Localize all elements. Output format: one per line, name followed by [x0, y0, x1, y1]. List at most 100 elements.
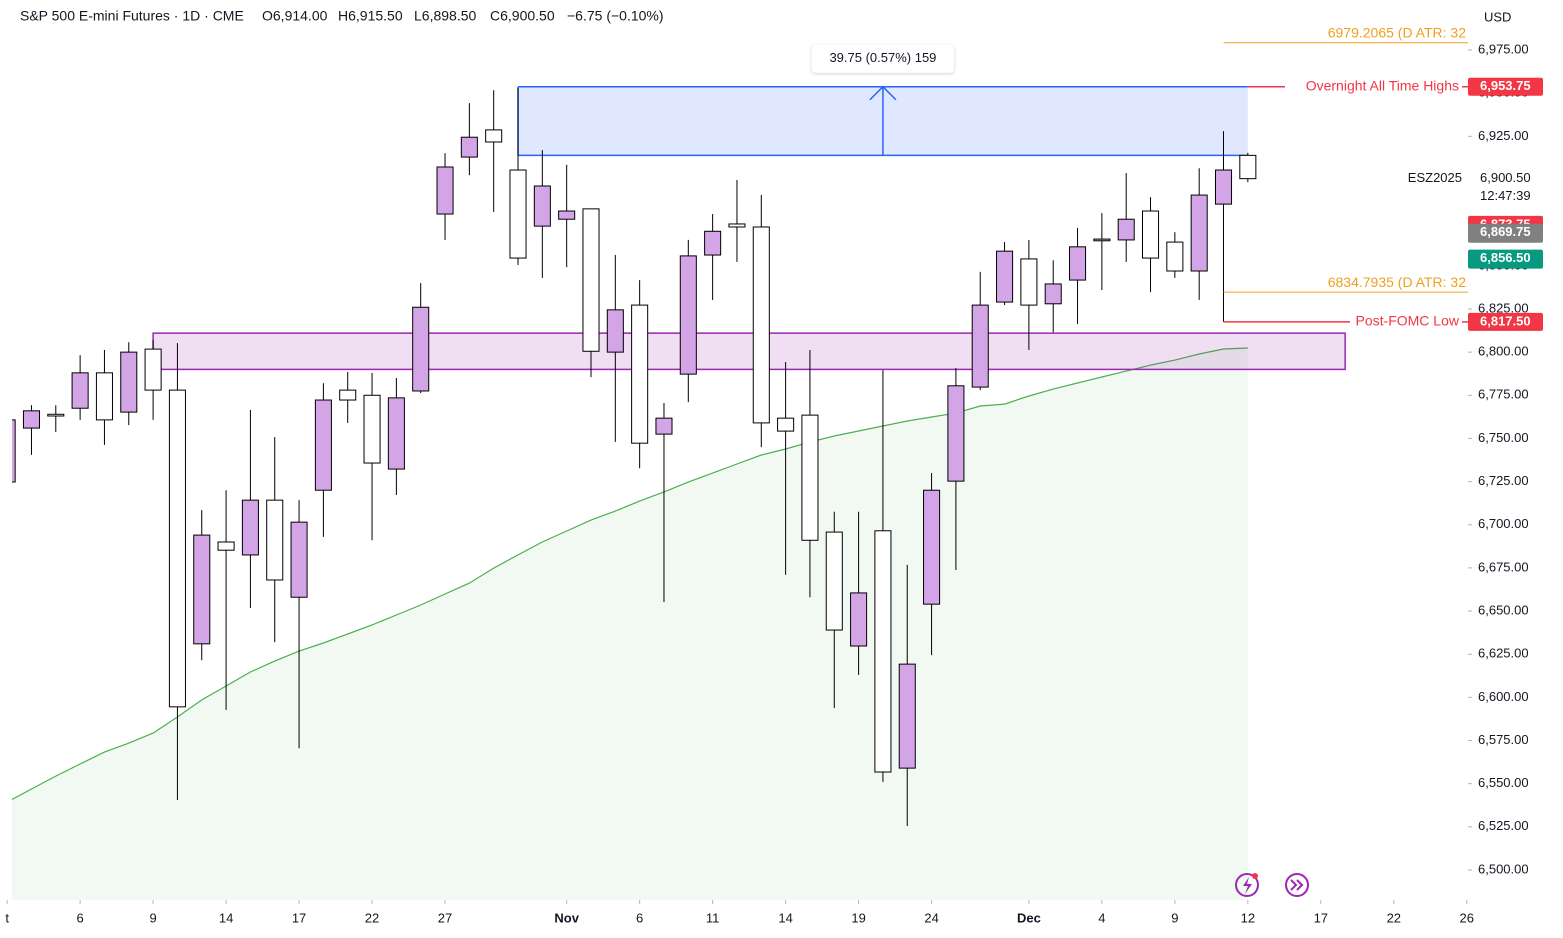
y-tick-label: 6,700.00 — [1478, 516, 1529, 531]
alert-glyph — [1243, 877, 1252, 894]
level-name: Post-FOMC Low — [1356, 313, 1460, 329]
candle-body — [339, 389, 357, 401]
y-tick-label: 6,925.00 — [1478, 128, 1529, 143]
candle-body — [193, 534, 211, 645]
x-tick-label: Dec — [1017, 910, 1041, 925]
candle-body — [1093, 238, 1111, 242]
price-change: −6.75 (−0.10%) — [567, 8, 664, 24]
measure-arrowhead — [869, 85, 897, 101]
candle-body — [996, 250, 1014, 303]
x-tick-label: 17 — [1314, 910, 1328, 925]
candle-body — [363, 394, 381, 464]
candle-body — [898, 663, 916, 769]
plot-area: 39.75 (0.57%) 159 6979.2065 (D ATR: 32 683… — [12, 24, 1468, 900]
y-tick-label: 6,775.00 — [1478, 387, 1529, 402]
price-tag-label: 6,869.75 — [1480, 224, 1531, 239]
y-tick-label: 6,675.00 — [1478, 559, 1529, 574]
last-price-tag — [1468, 168, 1543, 209]
alert-dot — [1252, 873, 1258, 879]
candle-body — [1141, 210, 1160, 259]
measure-box — [811, 44, 954, 73]
x-tick-label: 26 — [1460, 910, 1474, 925]
y-tick-label: 6,825.00 — [1478, 300, 1529, 315]
level-name: Overnight All Time Highs — [1306, 77, 1459, 93]
y-tick-label: 6,600.00 — [1478, 689, 1529, 704]
y-tick-label: 6,525.00 — [1478, 818, 1529, 833]
candle-body — [412, 306, 430, 392]
replay-icon[interactable] — [1285, 873, 1309, 897]
x-tick-label: 6 — [636, 910, 643, 925]
candle-body — [752, 226, 770, 424]
candle-body — [144, 348, 162, 391]
y-tick-label: 6,650.00 — [1478, 602, 1529, 617]
price-tag — [1468, 223, 1543, 243]
toolbar-icons[interactable] — [1235, 873, 1309, 897]
candle-body — [655, 417, 673, 435]
candle-body — [241, 499, 259, 556]
candle-body — [777, 417, 795, 432]
candle-body — [1044, 283, 1062, 305]
zone — [152, 332, 1346, 371]
x-tick-label: 11 — [706, 910, 720, 925]
atr-label: 6979.2065 (D ATR: 32 — [1328, 24, 1466, 40]
x-tick-label: 14 — [219, 910, 233, 925]
candle-body — [266, 499, 284, 581]
y-tick-label: 6,975.00 — [1478, 41, 1529, 56]
candle-body — [1190, 194, 1208, 272]
price-tag-label: 6,856.50 — [1480, 250, 1531, 265]
candle-body — [22, 410, 40, 429]
price-tag-label: 6,953.75 — [1480, 78, 1531, 93]
candle-body — [47, 413, 65, 417]
candle-body — [971, 304, 989, 388]
candle-body — [558, 210, 576, 220]
candle-body — [801, 414, 819, 541]
y-tick-label: 6,750.00 — [1478, 430, 1529, 445]
ohlc-value: C6,900.50 — [490, 8, 555, 24]
candle-body — [95, 372, 113, 421]
price-tag-label: 6,817.50 — [1480, 313, 1531, 328]
x-tick-label: 9 — [1171, 910, 1178, 925]
candle-body — [290, 521, 308, 598]
candle-body — [947, 385, 965, 482]
y-tick-label: 6,625.00 — [1478, 646, 1529, 661]
symbol-label: ESZ2025 — [1408, 170, 1462, 185]
candle-body — [1166, 241, 1184, 272]
candle-body — [533, 185, 551, 227]
candle-body — [1117, 218, 1135, 241]
candle-body — [460, 136, 478, 158]
x-tick-label: 22 — [1387, 910, 1401, 925]
candle-body — [120, 351, 138, 413]
x-tick-label: 19 — [851, 910, 865, 925]
candle-body — [1020, 258, 1038, 306]
x-tick-label: 17 — [292, 910, 306, 925]
candle-body — [168, 389, 186, 708]
candle-body — [728, 223, 746, 228]
candle-body — [825, 531, 843, 631]
candle-body — [631, 304, 649, 444]
currency: USD — [1484, 9, 1511, 24]
price-tag — [1468, 312, 1543, 331]
x-tick-label: 24 — [924, 910, 938, 925]
axes: 6,500.00 6,525.00 6,550.00 6,575.00 6,600.00… — [5, 41, 1543, 925]
candle-body — [12, 419, 16, 483]
candle-body — [1239, 154, 1257, 180]
candle-body — [314, 399, 332, 491]
x-tick-label: Nov — [554, 910, 579, 925]
price-tag — [1468, 77, 1543, 96]
y-tick-label: 6,575.00 — [1478, 732, 1529, 747]
candle-body — [217, 541, 235, 551]
x-tick-label: 12 — [1241, 910, 1255, 925]
chart-title: S&P 500 E-mini Futures · 1D · CME — [20, 8, 244, 24]
candle-body — [71, 372, 89, 409]
candle-body — [606, 309, 624, 353]
ohlc-value: H6,915.50 — [338, 8, 403, 24]
candle-body — [509, 169, 527, 259]
alert-icon[interactable] — [1235, 873, 1259, 897]
candle-body — [1069, 246, 1087, 281]
candle-body — [1214, 169, 1233, 205]
measure-label: 39.75 (0.57%) 159 — [829, 50, 936, 65]
y-tick-label: 6,550.00 — [1478, 775, 1529, 790]
